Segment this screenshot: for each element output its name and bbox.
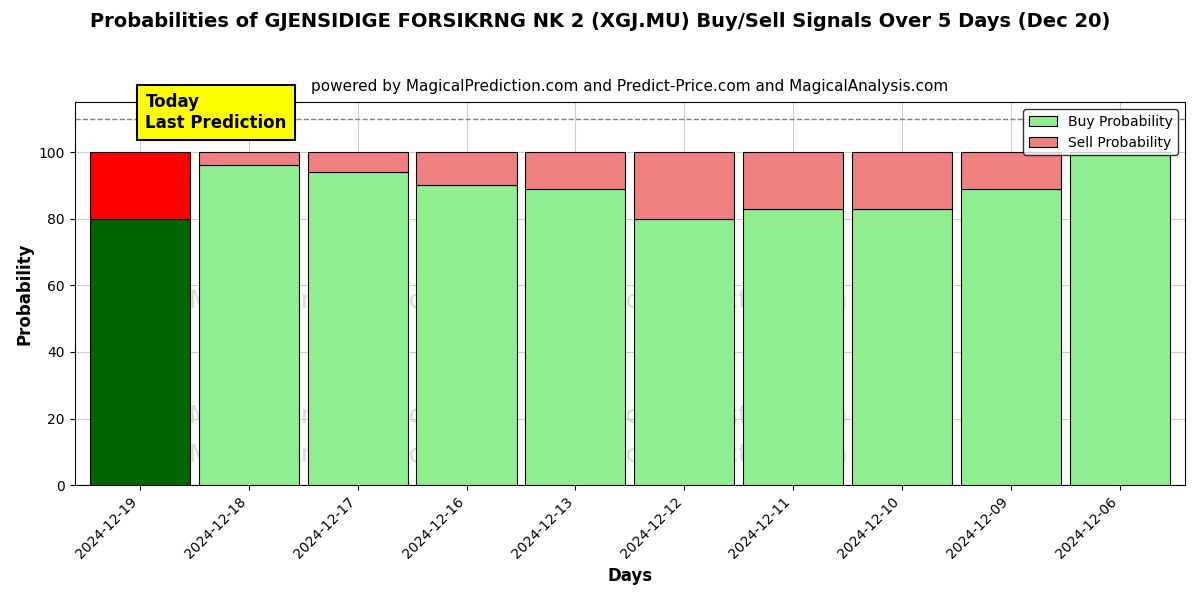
Text: MagicalAnalysis.com: MagicalAnalysis.com xyxy=(188,404,449,428)
Y-axis label: Probability: Probability xyxy=(16,242,34,345)
Text: MagicalAnalysis.com: MagicalAnalysis.com xyxy=(188,289,449,313)
Bar xyxy=(1069,152,1170,485)
Text: Probabilities of GJENSIDIGE FORSIKRNG NK 2 (XGJ.MU) Buy/Sell Signals Over 5 Days: Probabilities of GJENSIDIGE FORSIKRNG NK… xyxy=(90,12,1110,31)
Bar xyxy=(90,152,190,218)
Text: Today
Last Prediction: Today Last Prediction xyxy=(145,93,287,132)
Text: MagicalAnalysis.com: MagicalAnalysis.com xyxy=(188,443,449,467)
Bar xyxy=(416,185,517,485)
Legend: Buy Probability, Sell Probability: Buy Probability, Sell Probability xyxy=(1024,109,1178,155)
Text: MagicalPrediction.com: MagicalPrediction.com xyxy=(566,443,848,467)
Bar xyxy=(199,152,299,166)
Text: MagicalPrediction.com: MagicalPrediction.com xyxy=(566,289,848,313)
Bar xyxy=(634,218,734,485)
Bar xyxy=(416,152,517,185)
Bar xyxy=(852,209,952,485)
Bar xyxy=(307,172,408,485)
Text: MagicalPrediction.com: MagicalPrediction.com xyxy=(566,404,848,428)
Bar xyxy=(634,152,734,218)
Bar xyxy=(526,152,625,189)
Bar xyxy=(526,189,625,485)
Bar xyxy=(199,166,299,485)
Title: powered by MagicalPrediction.com and Predict-Price.com and MagicalAnalysis.com: powered by MagicalPrediction.com and Pre… xyxy=(311,79,948,94)
Bar xyxy=(307,152,408,172)
Bar xyxy=(961,152,1061,189)
Bar xyxy=(743,209,844,485)
Bar xyxy=(90,218,190,485)
Bar xyxy=(743,152,844,209)
X-axis label: Days: Days xyxy=(607,567,653,585)
Bar xyxy=(961,189,1061,485)
Bar xyxy=(852,152,952,209)
